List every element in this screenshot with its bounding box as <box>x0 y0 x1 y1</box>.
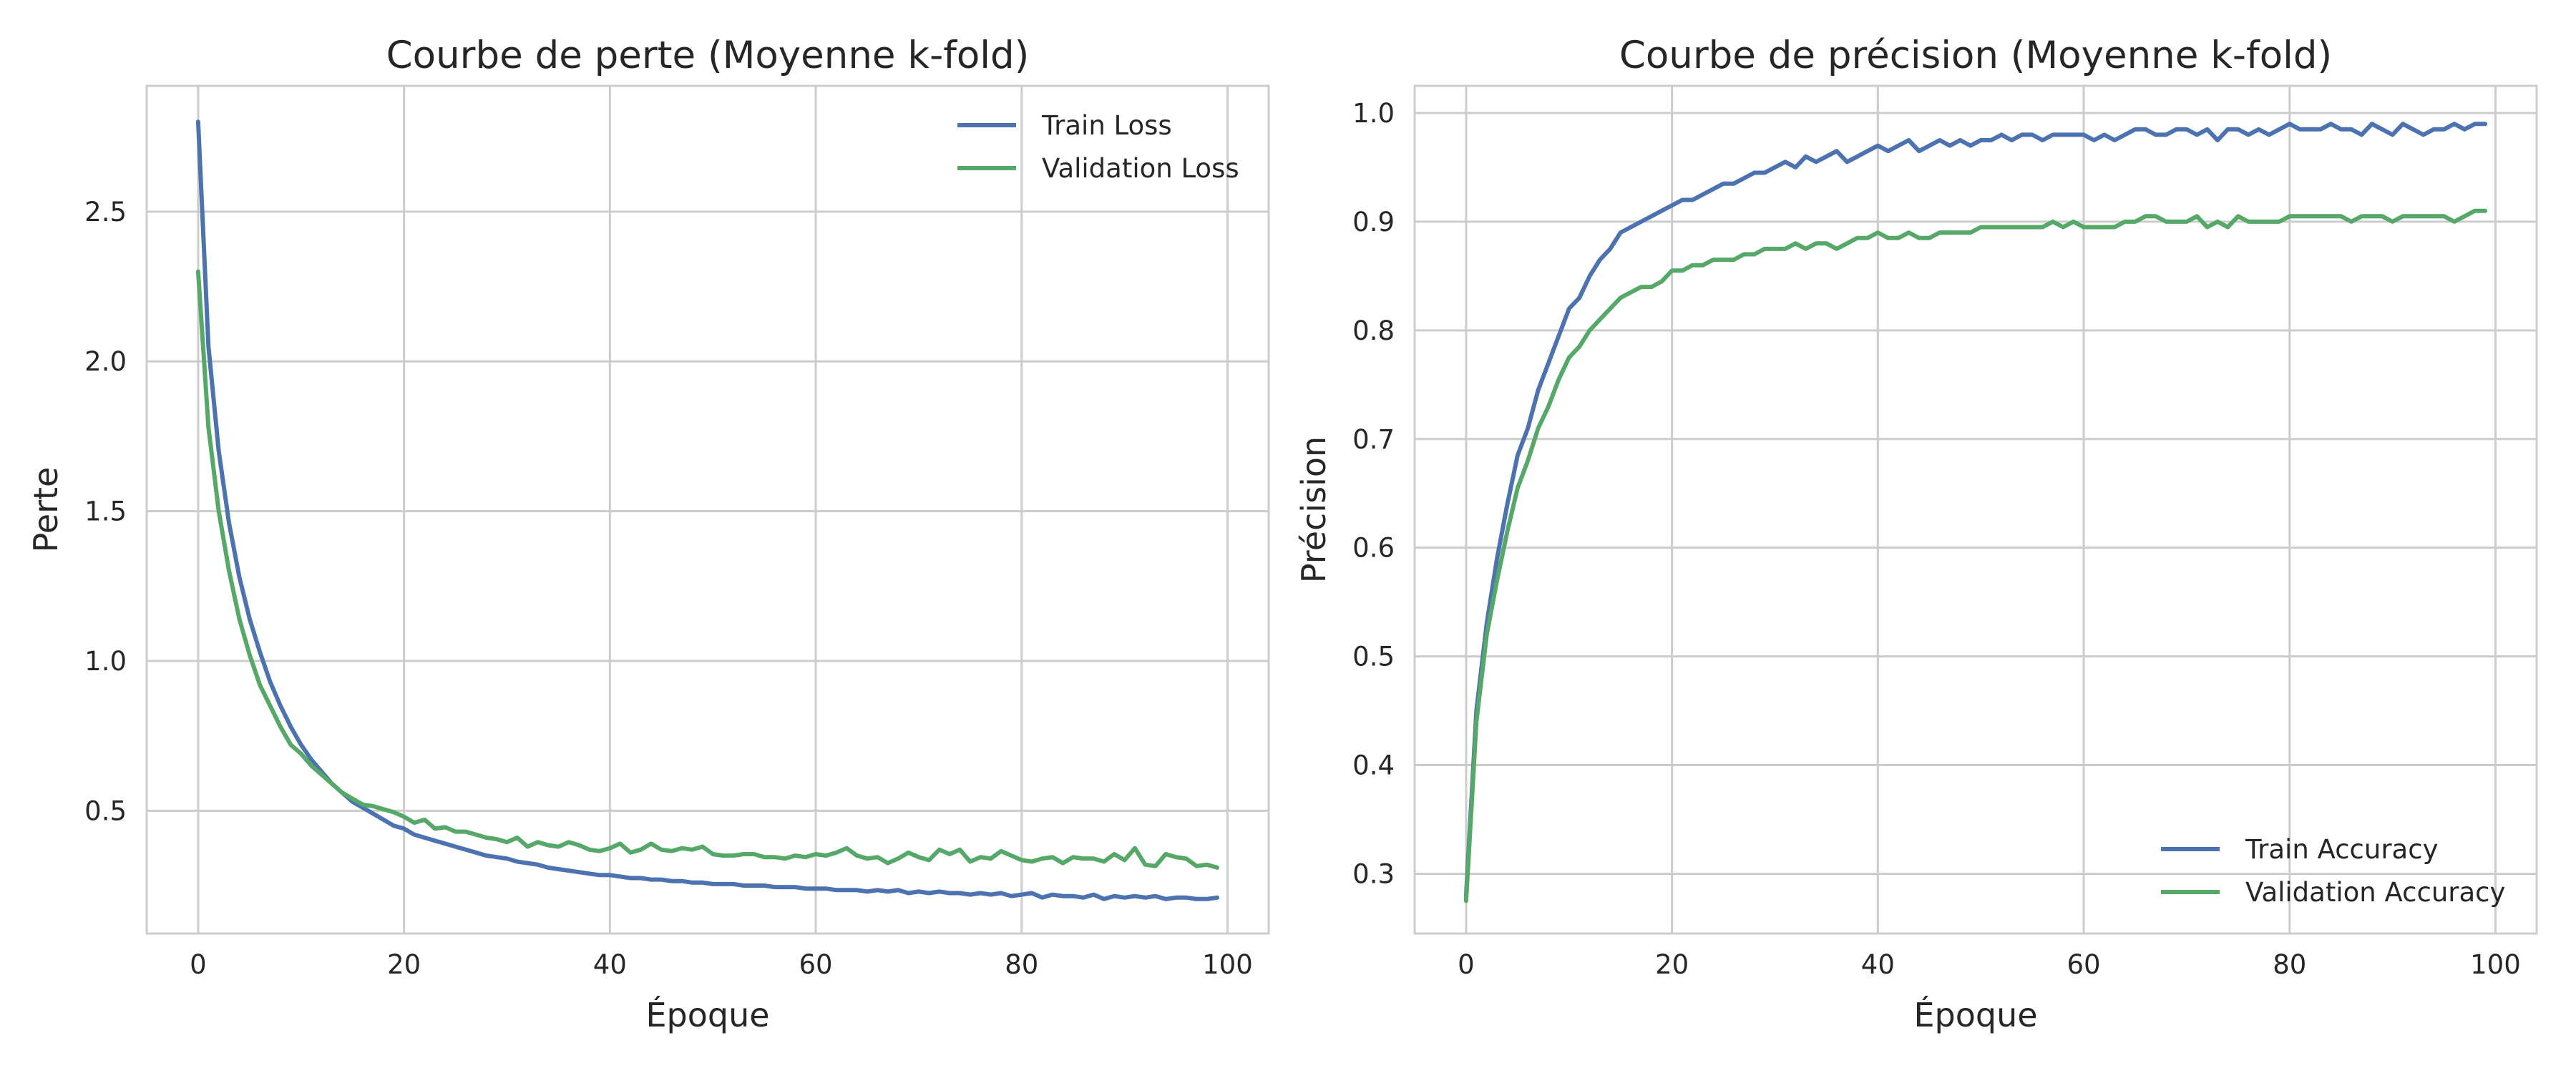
series-line-train-loss <box>195 119 1220 901</box>
accuracy-y-ticks: 0.3 0.4 0.5 0.6 0.7 0.8 0.9 1.0 <box>1352 98 1395 889</box>
loss-x-tick-label: 20 <box>387 949 421 980</box>
loss-chart: 0 20 40 60 80 100 0.5 1.0 1.5 2.0 2.5 Courbe de p… <box>26 34 1270 1034</box>
loss-x-tick-label: 60 <box>799 949 832 980</box>
accuracy-chart-title: Courbe de précision (Moyenne k-fold) <box>1619 34 2332 77</box>
loss-series-group <box>195 119 1220 901</box>
accuracy-y-tick-label: 0.4 <box>1352 750 1395 781</box>
loss-x-axis-label: Époque <box>645 996 769 1034</box>
loss-y-tick-label: 2.0 <box>84 346 127 377</box>
accuracy-x-ticks: 0 20 40 60 80 100 <box>1458 949 2521 980</box>
accuracy-x-tick-label: 80 <box>2273 949 2306 980</box>
accuracy-x-tick-label: 40 <box>1861 949 1895 980</box>
accuracy-x-tick-label: 100 <box>2470 949 2521 980</box>
accuracy-y-tick-label: 0.3 <box>1352 858 1395 889</box>
accuracy-plot-frame <box>1413 84 2538 935</box>
series-line-train-accuracy <box>1463 122 2488 898</box>
loss-y-ticks: 0.5 1.0 1.5 2.0 2.5 <box>84 197 127 826</box>
series-line-validation-loss <box>195 269 1220 870</box>
accuracy-chart: 0 20 40 60 80 100 0.3 0.4 0.5 0.6 0.7 0.8 0.9 1.0 Co… <box>1294 34 2538 1034</box>
loss-chart-title: Courbe de perte (Moyenne k-fold) <box>386 34 1030 77</box>
accuracy-series-group <box>1463 122 2488 903</box>
accuracy-y-tick-label: 0.7 <box>1352 424 1395 455</box>
loss-y-tick-label: 0.5 <box>84 795 127 826</box>
accuracy-y-tick-label: 1.0 <box>1352 98 1395 129</box>
accuracy-y-tick-label: 0.8 <box>1352 315 1395 346</box>
accuracy-x-tick-label: 20 <box>1655 949 1689 980</box>
accuracy-x-axis-label: Époque <box>1913 996 2037 1034</box>
legend-label-validation-accuracy: Validation Accuracy <box>2245 877 2505 908</box>
loss-x-tick-label: 0 <box>190 949 207 980</box>
loss-y-axis-label: Perte <box>26 467 65 553</box>
loss-y-tick-label: 1.5 <box>84 496 127 527</box>
accuracy-grid <box>1415 86 2537 934</box>
accuracy-y-axis-label: Précision <box>1294 436 1333 583</box>
loss-x-ticks: 0 20 40 60 80 100 <box>190 949 1253 980</box>
accuracy-x-tick-label: 0 <box>1458 949 1475 980</box>
loss-legend: Train Loss Validation Loss <box>957 110 1239 184</box>
loss-x-tick-label: 40 <box>593 949 627 980</box>
loss-grid <box>147 86 1269 934</box>
accuracy-y-tick-label: 0.9 <box>1352 207 1395 237</box>
accuracy-x-tick-label: 60 <box>2067 949 2100 980</box>
series-line-validation-accuracy <box>1463 208 2488 903</box>
accuracy-y-tick-label: 0.6 <box>1352 533 1395 564</box>
accuracy-legend: Train Accuracy Validation Accuracy <box>2161 834 2505 908</box>
loss-x-tick-label: 80 <box>1005 949 1038 980</box>
legend-label-train-accuracy: Train Accuracy <box>2245 834 2438 865</box>
accuracy-y-tick-label: 0.5 <box>1352 642 1395 672</box>
loss-plot-frame <box>145 84 1270 935</box>
legend-label-train-loss: Train Loss <box>1041 110 1172 141</box>
loss-y-tick-label: 1.0 <box>84 646 127 677</box>
loss-x-tick-label: 100 <box>1202 949 1253 980</box>
loss-y-tick-label: 2.5 <box>84 197 127 227</box>
legend-label-validation-loss: Validation Loss <box>1042 153 1239 184</box>
